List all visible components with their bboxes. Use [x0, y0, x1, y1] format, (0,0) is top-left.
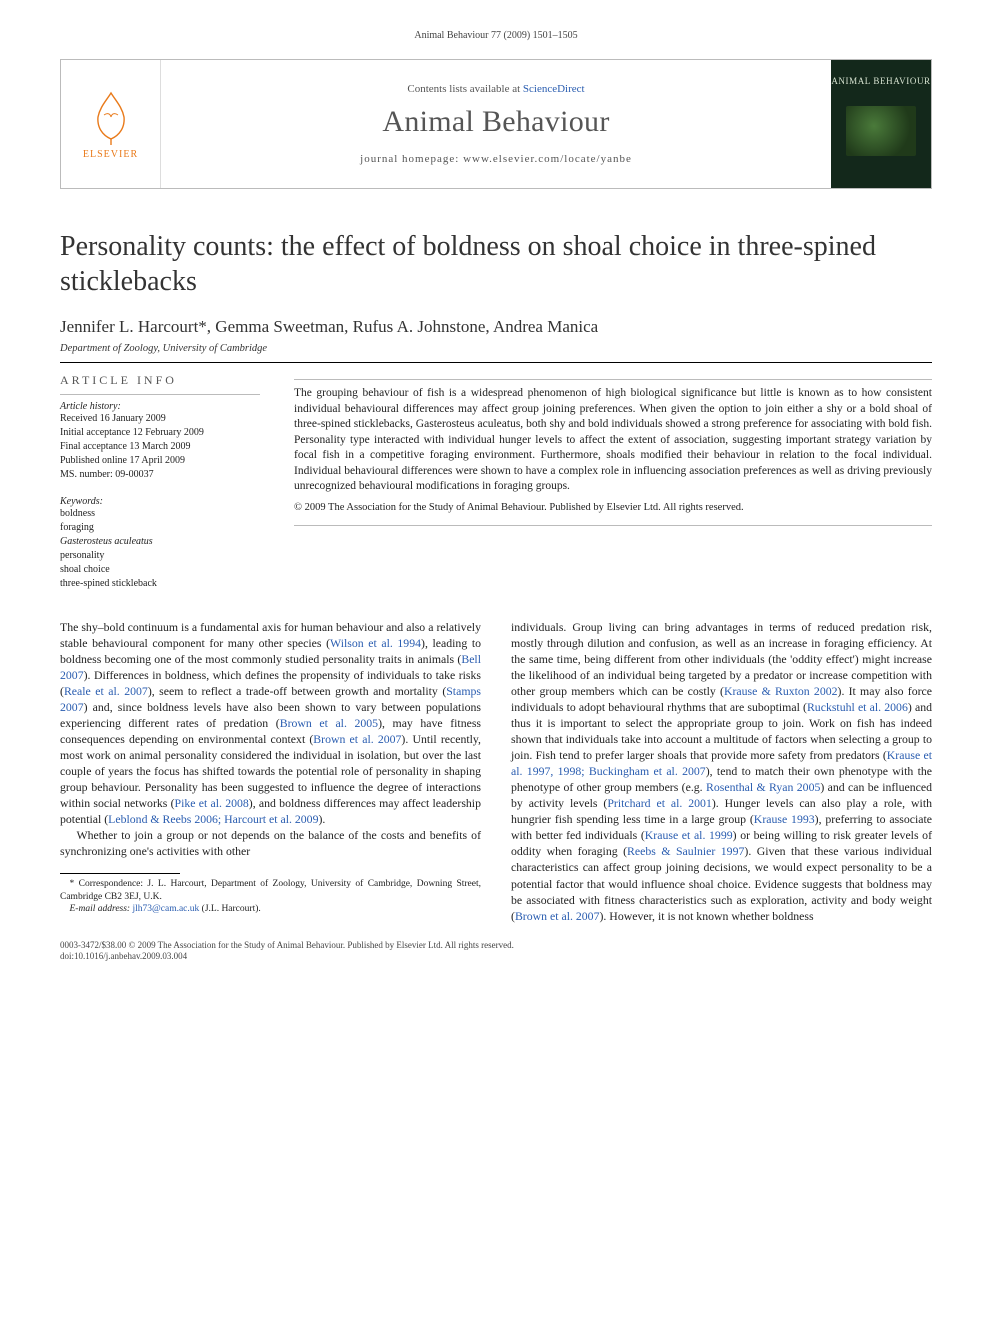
- citation-link[interactable]: Reebs & Saulnier 1997: [627, 844, 744, 858]
- keyword: Gasterosteus aculeatus: [60, 535, 260, 549]
- citation-link[interactable]: Pike et al. 2008: [175, 796, 249, 810]
- abstract-copyright: © 2009 The Association for the Study of …: [294, 501, 932, 515]
- citation-link[interactable]: Krause & Ruxton 2002: [724, 684, 838, 698]
- elsevier-tree-icon: [88, 89, 134, 145]
- article-info: ARTICLE INFO Article history: Received 1…: [60, 373, 260, 591]
- email-suffix: (J.L. Harcourt).: [199, 904, 260, 914]
- homepage-url: www.elsevier.com/locate/yanbe: [463, 153, 632, 165]
- citation-link[interactable]: Reale et al. 2007: [64, 684, 148, 698]
- email-label: E-mail address:: [70, 904, 133, 914]
- thin-rule: [294, 525, 932, 526]
- citation-link[interactable]: Rosenthal & Ryan 2005: [706, 780, 820, 794]
- citation-link[interactable]: Brown et al. 2007: [313, 732, 401, 746]
- publisher-logo: ELSEVIER: [61, 60, 161, 188]
- keyword: boldness: [60, 507, 260, 521]
- abstract-text: The grouping behaviour of fish is a wide…: [294, 386, 932, 495]
- abstract: The grouping behaviour of fish is a wide…: [294, 373, 932, 591]
- email-footnote: E-mail address: jlh73@cam.ac.uk (J.L. Ha…: [60, 903, 481, 915]
- footer-copyright: 0003-3472/$38.00 © 2009 The Association …: [60, 940, 932, 952]
- publisher-name: ELSEVIER: [83, 149, 138, 160]
- journal-homepage: journal homepage: www.elsevier.com/locat…: [360, 153, 632, 165]
- footer-doi: doi:10.1016/j.anbehav.2009.03.004: [60, 951, 932, 963]
- body-paragraph: individuals. Group living can bring adva…: [511, 619, 932, 924]
- keyword: three-spined stickleback: [60, 577, 260, 591]
- journal-banner: ELSEVIER Contents lists available at Sci…: [60, 59, 932, 189]
- citation-link[interactable]: Ruckstuhl et al. 2006: [807, 700, 908, 714]
- history-label: Article history:: [60, 401, 260, 412]
- citation-link[interactable]: Pritchard et al. 2001: [607, 796, 712, 810]
- history-line: Published online 17 April 2009: [60, 454, 260, 468]
- keywords-label: Keywords:: [60, 496, 260, 507]
- body-text: The shy–bold continuum is a fundamental …: [60, 619, 932, 924]
- author-list: Jennifer L. Harcourt*, Gemma Sweetman, R…: [60, 317, 932, 337]
- body-paragraph: The shy–bold continuum is a fundamental …: [60, 619, 481, 827]
- running-header: Animal Behaviour 77 (2009) 1501–1505: [60, 30, 932, 41]
- citation-link[interactable]: Krause et al. 1999: [645, 828, 733, 842]
- banner-center: Contents lists available at ScienceDirec…: [161, 60, 831, 188]
- keyword: foraging: [60, 521, 260, 535]
- horizontal-rule: [60, 362, 932, 363]
- homepage-prefix: journal homepage:: [360, 153, 463, 165]
- citation-link[interactable]: Brown et al. 2007: [515, 909, 600, 923]
- cover-title: ANIMAL BEHAVIOUR: [831, 76, 930, 86]
- history-line: Final acceptance 13 March 2009: [60, 440, 260, 454]
- page-footer: 0003-3472/$38.00 © 2009 The Association …: [60, 940, 932, 963]
- email-link[interactable]: jlh73@cam.ac.uk: [132, 904, 199, 914]
- journal-title: Animal Behaviour: [382, 105, 609, 139]
- history-line: Initial acceptance 12 February 2009: [60, 426, 260, 440]
- text: ).: [318, 812, 325, 826]
- article-title: Personality counts: the effect of boldne…: [60, 229, 932, 299]
- article-info-heading: ARTICLE INFO: [60, 373, 260, 388]
- footnote-separator: [60, 873, 180, 874]
- history-line: MS. number: 09-00037: [60, 468, 260, 482]
- affiliation: Department of Zoology, University of Cam…: [60, 343, 932, 354]
- text: ). However, it is not known whether bold…: [599, 909, 813, 923]
- correspondence-footnote: * Correspondence: J. L. Harcourt, Depart…: [60, 878, 481, 903]
- cover-image: [846, 106, 916, 156]
- thin-rule: [60, 394, 260, 395]
- keyword: shoal choice: [60, 563, 260, 577]
- citation-link[interactable]: Brown et al. 2005: [280, 716, 378, 730]
- thin-rule: [294, 379, 932, 380]
- corr-label: * Correspondence:: [70, 879, 148, 889]
- body-paragraph: Whether to join a group or not depends o…: [60, 827, 481, 859]
- info-abstract-row: ARTICLE INFO Article history: Received 1…: [60, 373, 932, 591]
- history-line: Received 16 January 2009: [60, 412, 260, 426]
- text: ), seem to reflect a trade-off between g…: [148, 684, 446, 698]
- sciencedirect-link[interactable]: ScienceDirect: [523, 83, 585, 95]
- citation-link[interactable]: Leblond & Reebs 2006; Harcourt et al. 20…: [108, 812, 318, 826]
- keyword: personality: [60, 549, 260, 563]
- citation-link[interactable]: Krause 1993: [754, 812, 815, 826]
- contents-line: Contents lists available at ScienceDirec…: [407, 83, 584, 95]
- contents-prefix: Contents lists available at: [407, 83, 522, 95]
- journal-cover-thumb: ANIMAL BEHAVIOUR: [831, 60, 931, 188]
- citation-link[interactable]: Wilson et al. 1994: [330, 636, 421, 650]
